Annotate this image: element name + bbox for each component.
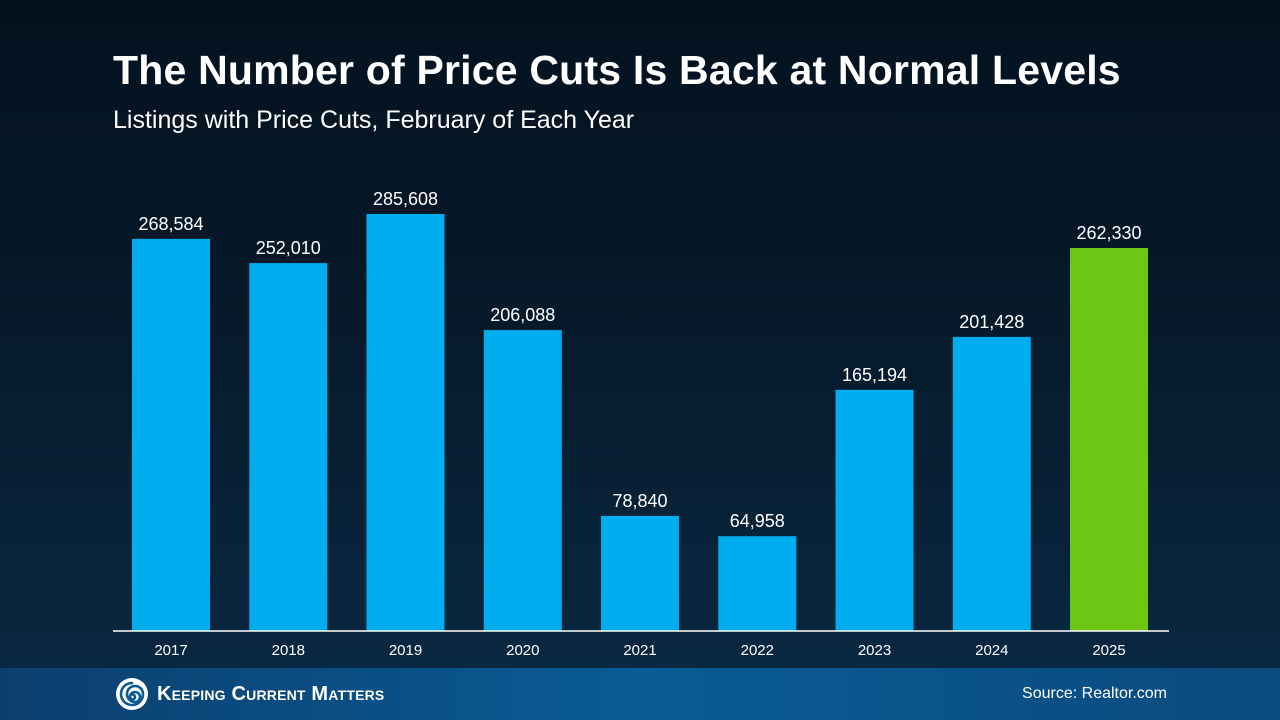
spiral-logo-icon <box>116 678 148 710</box>
bar-2019 <box>366 214 445 631</box>
bar-2020 <box>483 330 562 631</box>
bar-2024 <box>952 336 1031 631</box>
bar-2025 <box>1070 248 1148 631</box>
data-label-2022: 64,958 <box>730 511 785 531</box>
tick-label-2022: 2022 <box>741 642 774 659</box>
footer-bar: Keeping Current Matters Source: Realtor.… <box>0 668 1280 720</box>
bar-2017 <box>132 238 210 631</box>
tick-label-2025: 2025 <box>1092 642 1125 659</box>
tick-label-2024: 2024 <box>975 642 1008 659</box>
chart-title: The Number of Price Cuts Is Back at Norm… <box>113 47 1121 93</box>
tick-label-2018: 2018 <box>272 642 305 659</box>
tick-label-2020: 2020 <box>506 642 539 659</box>
bar-2021 <box>601 515 679 631</box>
company-logo[interactable]: Keeping Current Matters <box>115 677 384 711</box>
data-label-2018: 252,010 <box>256 238 321 258</box>
data-label-2020: 206,088 <box>490 305 555 325</box>
tick-label-2017: 2017 <box>154 642 187 659</box>
data-label-2017: 268,584 <box>138 214 203 234</box>
chart-subtitle: Listings with Price Cuts, February of Ea… <box>113 106 635 134</box>
data-label-2021: 78,840 <box>612 491 667 511</box>
bar-2018 <box>249 263 328 631</box>
bar-2023 <box>835 389 914 631</box>
bar-chart: 268,584 2017 252,010 2018 285,608 2019 206,088… <box>132 189 1148 659</box>
tick-label-2021: 2021 <box>623 642 656 659</box>
bar-2022 <box>718 536 797 631</box>
data-label-2023: 165,194 <box>842 365 907 385</box>
tick-label-2023: 2023 <box>858 642 891 659</box>
source-note: Source: Realtor.com <box>1022 685 1167 702</box>
data-label-2025: 262,330 <box>1076 223 1141 243</box>
logo-text: Keeping Current Matters <box>157 682 385 705</box>
data-label-2024: 201,428 <box>959 312 1024 332</box>
tick-label-2019: 2019 <box>389 642 422 659</box>
data-label-2019: 285,608 <box>373 189 438 209</box>
